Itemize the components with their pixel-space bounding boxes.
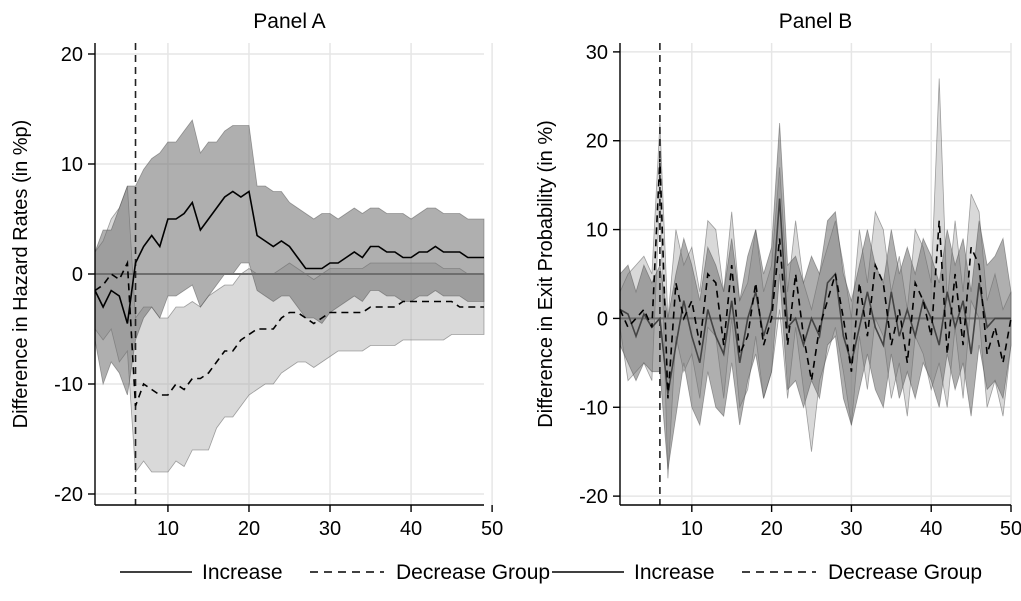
y-tick-label: -20	[54, 484, 83, 506]
y-axis-label: Difference in Exit Probability (in %)	[535, 120, 557, 428]
panel-b: -20 -10 0 10 20 30 10 20 30 40 50 Panel B Difference…	[535, 10, 1021, 540]
y-tick-label: 0	[597, 308, 608, 330]
y-tick-label: 10	[586, 220, 608, 242]
legend-label-increase: Increase	[634, 561, 715, 584]
ci-band-decrease	[94, 185, 485, 474]
y-tick-label: 30	[586, 42, 608, 64]
legend-label-decrease: Decrease Group	[828, 561, 982, 584]
x-tick-label: 20	[760, 518, 782, 540]
series-line-decrease	[94, 259, 484, 407]
y-tick-label: 20	[61, 44, 83, 66]
series-line-increase	[619, 198, 1011, 395]
y-tick-label: 0	[72, 264, 83, 286]
x-tick-label: 50	[481, 518, 503, 540]
series-line-decrease	[619, 158, 1012, 399]
y-tick-label: -10	[579, 397, 608, 419]
panel-a: -20 -10 0 10 20 10 20 30 40 50 Panel A Difference i…	[10, 10, 503, 540]
y-tick-label: 20	[586, 131, 608, 153]
x-tick-label: 10	[157, 518, 179, 540]
legend-label-increase: Increase	[202, 561, 283, 584]
chart-title: Panel A	[253, 10, 325, 33]
legend-label-decrease: Decrease Group	[396, 561, 550, 584]
legend-panel-a: Increase Decrease Group	[120, 561, 550, 584]
y-tick-label: -20	[579, 486, 608, 508]
x-tick-label: 50	[1000, 518, 1021, 540]
x-tick-label: 40	[400, 518, 422, 540]
x-tick-label: 10	[681, 518, 703, 540]
y-tick-label: -10	[54, 374, 83, 396]
y-tick-label: 10	[61, 154, 83, 176]
x-tick-label: 30	[319, 518, 341, 540]
x-tick-label: 30	[840, 518, 862, 540]
ci-band-increase	[94, 119, 485, 396]
legend-panel-b: Increase Decrease Group	[552, 561, 982, 584]
x-tick-label: 40	[920, 518, 942, 540]
chart-title: Panel B	[779, 10, 853, 33]
y-axis-label: Difference in Hazard Rates (in %p)	[10, 120, 32, 429]
ci-band-increase	[619, 122, 1012, 470]
series-line-increase	[94, 190, 484, 324]
x-tick-label: 20	[238, 518, 260, 540]
